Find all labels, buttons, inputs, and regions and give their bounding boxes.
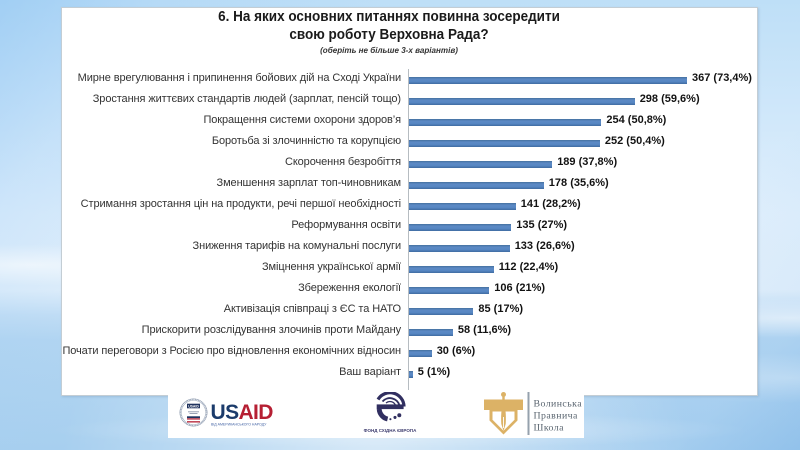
svg-text:ВІД АМЕРИКАНСЬКОГО НАРОДУ: ВІД АМЕРИКАНСЬКОГО НАРОДУ (211, 422, 267, 426)
svg-text:Школа: Школа (534, 423, 565, 434)
svg-text:ФОНД СХІДНА ЄВРОПА: ФОНД СХІДНА ЄВРОПА (364, 428, 417, 433)
svg-text:Волинська: Волинська (534, 399, 583, 410)
svg-text:USAID: USAID (188, 404, 199, 408)
svg-text:USAID: USAID (211, 401, 274, 424)
svg-text:Правнича: Правнича (534, 411, 579, 422)
